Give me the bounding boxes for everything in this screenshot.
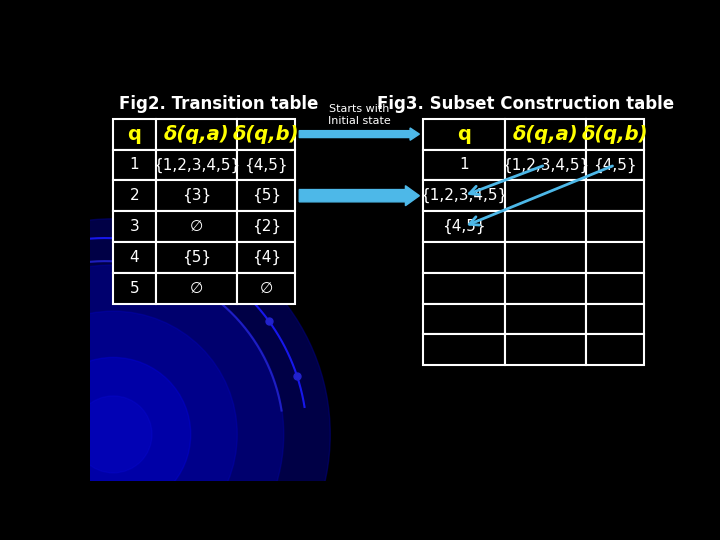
Text: {1,2,3,4,5}: {1,2,3,4,5} xyxy=(502,157,589,172)
Bar xyxy=(113,180,156,211)
Circle shape xyxy=(36,357,191,511)
Text: ∅: ∅ xyxy=(190,281,203,295)
Bar xyxy=(113,150,156,180)
Bar xyxy=(586,334,644,365)
Bar xyxy=(238,273,295,303)
Bar xyxy=(238,242,295,273)
Text: {5}: {5} xyxy=(252,188,281,203)
Bar xyxy=(156,211,238,242)
Bar xyxy=(238,119,295,150)
Circle shape xyxy=(0,219,330,540)
Bar xyxy=(238,211,295,242)
Bar xyxy=(505,211,586,242)
Bar xyxy=(423,303,505,334)
Bar xyxy=(156,242,238,273)
Bar xyxy=(586,242,644,273)
Text: Starts with
Initial state: Starts with Initial state xyxy=(328,104,391,126)
Text: δ(q,b): δ(q,b) xyxy=(582,125,648,144)
Bar xyxy=(113,273,156,303)
Text: 5: 5 xyxy=(130,281,140,295)
Text: {5}: {5} xyxy=(182,249,211,265)
Bar xyxy=(423,119,505,150)
Bar xyxy=(423,273,505,303)
Text: ∅: ∅ xyxy=(260,281,273,295)
Bar xyxy=(505,273,586,303)
Bar xyxy=(238,150,295,180)
Bar xyxy=(586,211,644,242)
Text: 4: 4 xyxy=(130,250,140,265)
Text: q: q xyxy=(457,125,471,144)
Bar xyxy=(505,119,586,150)
Text: 1: 1 xyxy=(130,157,140,172)
Bar xyxy=(113,242,156,273)
Text: δ(q,b): δ(q,b) xyxy=(233,125,300,144)
Bar xyxy=(113,211,156,242)
Bar xyxy=(156,273,238,303)
FancyArrow shape xyxy=(300,186,419,206)
Bar xyxy=(505,242,586,273)
Bar xyxy=(505,334,586,365)
Text: δ(q,a): δ(q,a) xyxy=(513,125,578,144)
Text: 3: 3 xyxy=(130,219,140,234)
Bar xyxy=(586,119,644,150)
Text: {4,5}: {4,5} xyxy=(442,219,486,234)
Bar xyxy=(238,180,295,211)
Bar xyxy=(586,303,644,334)
Circle shape xyxy=(0,311,238,540)
Text: {4,5}: {4,5} xyxy=(593,157,637,172)
Bar xyxy=(586,150,644,180)
Bar xyxy=(423,242,505,273)
Text: {4}: {4} xyxy=(252,249,281,265)
Text: {3}: {3} xyxy=(182,188,211,203)
Bar xyxy=(423,150,505,180)
Bar xyxy=(423,334,505,365)
Text: {1,2,3,4,5}: {1,2,3,4,5} xyxy=(420,188,508,203)
Bar xyxy=(505,303,586,334)
Text: Fig2. Transition table: Fig2. Transition table xyxy=(120,94,319,112)
Bar xyxy=(505,150,586,180)
Bar xyxy=(156,180,238,211)
FancyArrow shape xyxy=(300,128,419,140)
Text: 2: 2 xyxy=(130,188,140,203)
Text: Fig3. Subset Construction table: Fig3. Subset Construction table xyxy=(377,94,674,112)
Bar xyxy=(156,150,238,180)
Bar xyxy=(156,119,238,150)
Circle shape xyxy=(74,396,152,473)
Text: {2}: {2} xyxy=(252,219,281,234)
Text: ∅: ∅ xyxy=(190,219,203,234)
Text: q: q xyxy=(127,125,142,144)
Text: 1: 1 xyxy=(459,157,469,172)
Text: {1,2,3,4,5}: {1,2,3,4,5} xyxy=(153,157,240,172)
Bar xyxy=(505,180,586,211)
Bar xyxy=(586,180,644,211)
Bar xyxy=(423,211,505,242)
Bar xyxy=(113,119,156,150)
Bar xyxy=(423,180,505,211)
Bar xyxy=(586,273,644,303)
Text: {4,5}: {4,5} xyxy=(245,157,288,172)
Text: δ(q,a): δ(q,a) xyxy=(163,125,230,144)
Circle shape xyxy=(0,265,284,540)
